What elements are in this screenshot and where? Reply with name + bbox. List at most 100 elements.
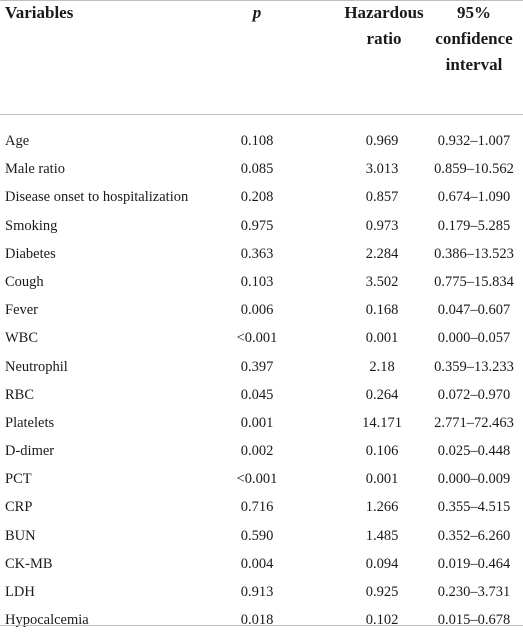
table-body: Age 0.108 0.969 0.932–1.007 Male ratio 0.085 3… — [0, 127, 523, 634]
cell-variable: Neutrophil — [5, 358, 68, 375]
header-hazard-ratio-line2: ratio — [366, 29, 402, 48]
cell-confidence-interval: 0.072–0.970 — [437, 386, 511, 403]
cell-p-value: 0.975 — [240, 217, 274, 234]
cell-p-value: <0.001 — [236, 471, 278, 488]
cell-confidence-interval: 0.859–10.562 — [434, 161, 514, 178]
header-variables: Variables — [5, 3, 74, 22]
cell-variable: Diabetes — [5, 245, 56, 262]
cell-p-value: 0.018 — [240, 612, 274, 629]
header-ci-line1: 95% — [457, 3, 491, 22]
table-row: BUN 0.590 1.485 0.352–6.260 — [0, 522, 523, 550]
table-row: RBC 0.045 0.264 0.072–0.970 — [0, 381, 523, 409]
table-row: Male ratio 0.085 3.013 0.859–10.562 — [0, 155, 523, 183]
cell-p-value: 0.103 — [240, 273, 274, 290]
cell-confidence-interval: 0.359–13.233 — [434, 358, 514, 375]
cell-p-value: 0.590 — [240, 527, 274, 544]
cell-p-value: 0.085 — [240, 161, 274, 178]
cell-confidence-interval: 0.179–5.285 — [437, 217, 511, 234]
cell-hazard-ratio: 0.264 — [365, 386, 399, 403]
cell-p-value: 0.363 — [240, 245, 274, 262]
cell-variable: Cough — [5, 273, 44, 290]
cell-confidence-interval: 0.775–15.834 — [434, 273, 514, 290]
cell-variable: Smoking — [5, 217, 58, 234]
cell-variable: WBC — [5, 330, 39, 347]
table-row: CK-MB 0.004 0.094 0.019–0.464 — [0, 550, 523, 578]
header-rule — [0, 114, 523, 115]
header-ci-line3: interval — [445, 55, 503, 74]
cell-hazard-ratio: 14.171 — [362, 414, 402, 431]
cell-confidence-interval: 0.047–0.607 — [437, 302, 511, 319]
cell-p-value: 0.208 — [240, 189, 274, 206]
top-rule — [0, 0, 523, 1]
cell-hazard-ratio: 3.013 — [365, 161, 399, 178]
cell-hazard-ratio: 0.001 — [365, 330, 399, 347]
cell-confidence-interval: 0.019–0.464 — [437, 555, 511, 572]
cell-variable: Platelets — [5, 414, 55, 431]
table-row: LDH 0.913 0.925 0.230–3.731 — [0, 578, 523, 606]
cell-confidence-interval: 0.230–3.731 — [437, 584, 511, 600]
cell-hazard-ratio: 2.18 — [369, 358, 395, 375]
cell-p-value: 0.006 — [240, 302, 274, 319]
cell-confidence-interval: 0.932–1.007 — [437, 133, 511, 149]
cell-confidence-interval: 0.000–0.009 — [437, 471, 511, 488]
header-confidence-interval: 95% confidence interval — [430, 0, 518, 78]
cell-p-value: <0.001 — [236, 330, 278, 347]
cell-hazard-ratio: 3.502 — [365, 273, 399, 290]
cell-variable: Fever — [5, 302, 39, 319]
cell-variable: Disease onset to hospitalization — [5, 189, 189, 206]
cell-hazard-ratio: 0.973 — [365, 217, 399, 234]
cell-hazard-ratio: 0.969 — [365, 133, 399, 149]
cell-variable: CK-MB — [5, 555, 53, 572]
cell-hazard-ratio: 0.925 — [365, 584, 399, 600]
cell-hazard-ratio: 1.485 — [365, 527, 399, 544]
header-ci-line2: confidence — [435, 29, 513, 48]
cell-hazard-ratio: 0.102 — [365, 612, 399, 629]
bottom-rule — [0, 625, 523, 626]
cell-variable: PCT — [5, 471, 32, 488]
cell-confidence-interval: 0.025–0.448 — [437, 443, 511, 460]
cell-hazard-ratio: 0.857 — [365, 189, 399, 206]
header-hazard-ratio: Hazardous ratio — [340, 0, 428, 52]
table-row: Fever 0.006 0.168 0.047–0.607 — [0, 296, 523, 324]
cell-variable: BUN — [5, 527, 36, 544]
cell-variable: Hypocalcemia — [5, 612, 89, 629]
cell-variable: D-dimer — [5, 443, 55, 460]
cell-variable: Age — [5, 133, 30, 149]
cell-p-value: 0.004 — [240, 555, 274, 572]
cell-confidence-interval: 0.355–4.515 — [437, 499, 511, 516]
cell-p-value: 0.108 — [240, 133, 274, 149]
cell-confidence-interval: 0.015–0.678 — [437, 612, 511, 629]
cell-hazard-ratio: 0.094 — [365, 555, 399, 572]
cell-p-value: 0.913 — [240, 584, 274, 600]
header-p-value: p — [252, 3, 262, 22]
table-row: Neutrophil 0.397 2.18 0.359–13.233 — [0, 353, 523, 381]
table-row: Diabetes 0.363 2.284 0.386–13.523 — [0, 240, 523, 268]
cell-hazard-ratio: 0.001 — [365, 471, 399, 488]
cell-confidence-interval: 0.352–6.260 — [437, 527, 511, 544]
table-row: Disease onset to hospitalization 0.208 0.8… — [0, 183, 523, 211]
cell-confidence-interval: 2.771–72.463 — [434, 414, 514, 431]
table-row: Hypocalcemia 0.018 0.102 0.015–0.678 — [0, 606, 523, 634]
cell-hazard-ratio: 0.168 — [365, 302, 399, 319]
cell-confidence-interval: 0.674–1.090 — [437, 189, 511, 206]
cell-p-value: 0.716 — [240, 499, 274, 516]
table-row: Smoking 0.975 0.973 0.179–5.285 — [0, 212, 523, 240]
cell-hazard-ratio: 1.266 — [365, 499, 399, 516]
cell-confidence-interval: 0.386–13.523 — [434, 245, 514, 262]
table-row: D-dimer 0.002 0.106 0.025–0.448 — [0, 437, 523, 465]
cell-variable: CRP — [5, 499, 33, 516]
cell-p-value: 0.397 — [240, 358, 274, 375]
cell-variable: LDH — [5, 584, 35, 600]
cell-hazard-ratio: 2.284 — [365, 245, 399, 262]
cell-confidence-interval: 0.000–0.057 — [437, 330, 511, 347]
table-row: CRP 0.716 1.266 0.355–4.515 — [0, 493, 523, 521]
header-hazard-ratio-line1: Hazardous — [344, 3, 424, 22]
table-row: Platelets 0.001 14.171 2.771–72.463 — [0, 409, 523, 437]
table-row: Age 0.108 0.969 0.932–1.007 — [0, 127, 523, 155]
table-row: PCT <0.001 0.001 0.000–0.009 — [0, 465, 523, 493]
cell-p-value: 0.045 — [240, 386, 274, 403]
cell-variable: Male ratio — [5, 161, 65, 178]
cell-p-value: 0.002 — [240, 443, 274, 460]
cell-variable: RBC — [5, 386, 35, 403]
